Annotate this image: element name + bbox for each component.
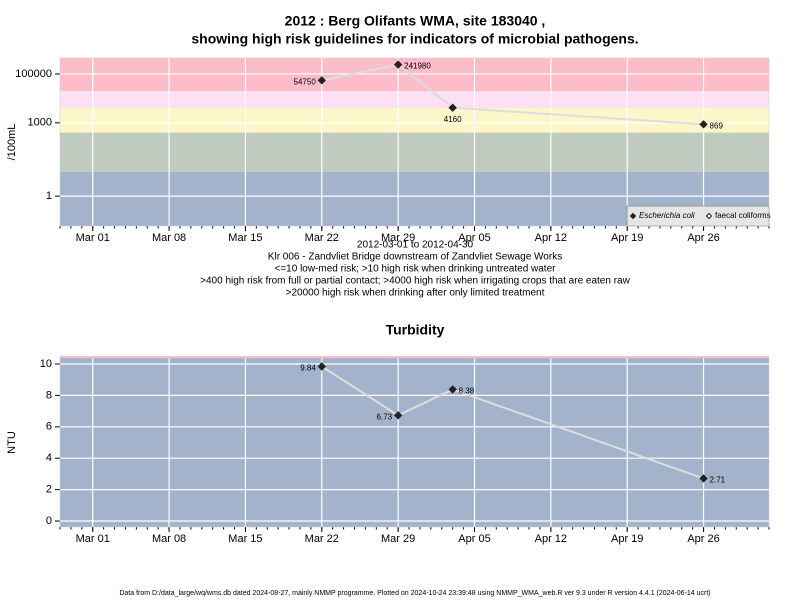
value-label: 241980 — [404, 62, 431, 71]
legend-symbol — [629, 212, 637, 220]
series-line — [321, 63, 704, 126]
value-label: 54750 — [294, 77, 317, 86]
note: >20000 high risk when drinking after onl… — [286, 288, 545, 299]
series-line — [321, 365, 704, 480]
x-tick-label: Mar 08 — [152, 232, 186, 244]
risk-band — [60, 132, 769, 172]
value-label: 8.38 — [459, 387, 475, 396]
x-tick-label: Apr 05 — [458, 533, 490, 545]
x-tick-label: Mar 01 — [76, 533, 110, 545]
x-tick-label: Mar 08 — [152, 533, 186, 545]
x-tick-label: Apr 26 — [687, 232, 719, 244]
value-label: 6.73 — [377, 412, 393, 421]
legend-label: faecal coliforms — [715, 211, 771, 220]
y-axis-label: /100mL — [6, 124, 18, 161]
note: <=10 low-med risk; >10 high risk when dr… — [275, 264, 557, 275]
x-tick-label: Mar 15 — [228, 232, 262, 244]
y-tick-label: 6 — [46, 421, 52, 433]
y-tick-label: 100000 — [15, 68, 52, 80]
y-tick-label: 8 — [46, 389, 52, 401]
x-tick-label: Apr 12 — [535, 533, 567, 545]
x-tick-label: Mar 22 — [305, 533, 339, 545]
value-label: 2.71 — [710, 476, 726, 485]
x-tick-label: Mar 01 — [76, 232, 110, 244]
data-point — [699, 474, 708, 483]
y-axis-label: NTU — [6, 431, 18, 454]
legend-label: Escherichia coli — [639, 211, 695, 220]
data-point — [448, 103, 457, 112]
data-point — [699, 120, 708, 129]
y-tick-label: 1000 — [28, 117, 52, 129]
chart-title: Turbidity — [386, 322, 445, 338]
x-tick-label: Mar 22 — [305, 232, 339, 244]
legend-symbol — [705, 212, 713, 220]
y-tick-label: 2 — [46, 484, 52, 496]
plot-frame — [59, 357, 770, 528]
x-tick-label: Apr 19 — [611, 533, 643, 545]
value-label: 4160 — [444, 115, 462, 124]
x-tick-label: Mar 29 — [381, 533, 415, 545]
plot-background — [60, 358, 769, 527]
x-tick-label: Apr 05 — [458, 232, 490, 244]
note: 2012-03-01 to 2012-04-30 — [357, 240, 474, 251]
x-tick-label: Apr 12 — [535, 232, 567, 244]
y-tick-label: 1 — [46, 190, 52, 202]
data-point — [393, 60, 403, 69]
data-point — [317, 362, 326, 371]
note: Klr 006 - Zandvliet Bridge downstream of… — [268, 252, 562, 263]
risk-band — [60, 108, 769, 133]
data-point — [393, 411, 403, 420]
x-tick-label: Mar 29 — [381, 232, 415, 244]
data-point — [448, 385, 457, 394]
plot-frame — [59, 57, 770, 227]
risk-band — [60, 91, 769, 109]
footer: Data from D:/data_large/wq/wms.db dated … — [119, 590, 710, 597]
x-tick-label: Apr 26 — [687, 533, 719, 545]
y-tick-label: 0 — [46, 515, 52, 527]
x-tick-label: Mar 15 — [228, 533, 262, 545]
page-title: showing high risk guidelines for indicat… — [191, 31, 638, 47]
value-label: 869 — [710, 121, 724, 130]
value-label: 9.84 — [300, 364, 316, 373]
note: >400 high risk from full or partial cont… — [200, 276, 630, 287]
y-tick-label: 4 — [46, 452, 52, 464]
page-title: 2012 : Berg Olifants WMA, site 183040 , — [285, 13, 546, 29]
x-tick-label: Apr 19 — [611, 232, 643, 244]
y-tick-label: 10 — [40, 358, 52, 370]
data-point — [317, 76, 326, 85]
